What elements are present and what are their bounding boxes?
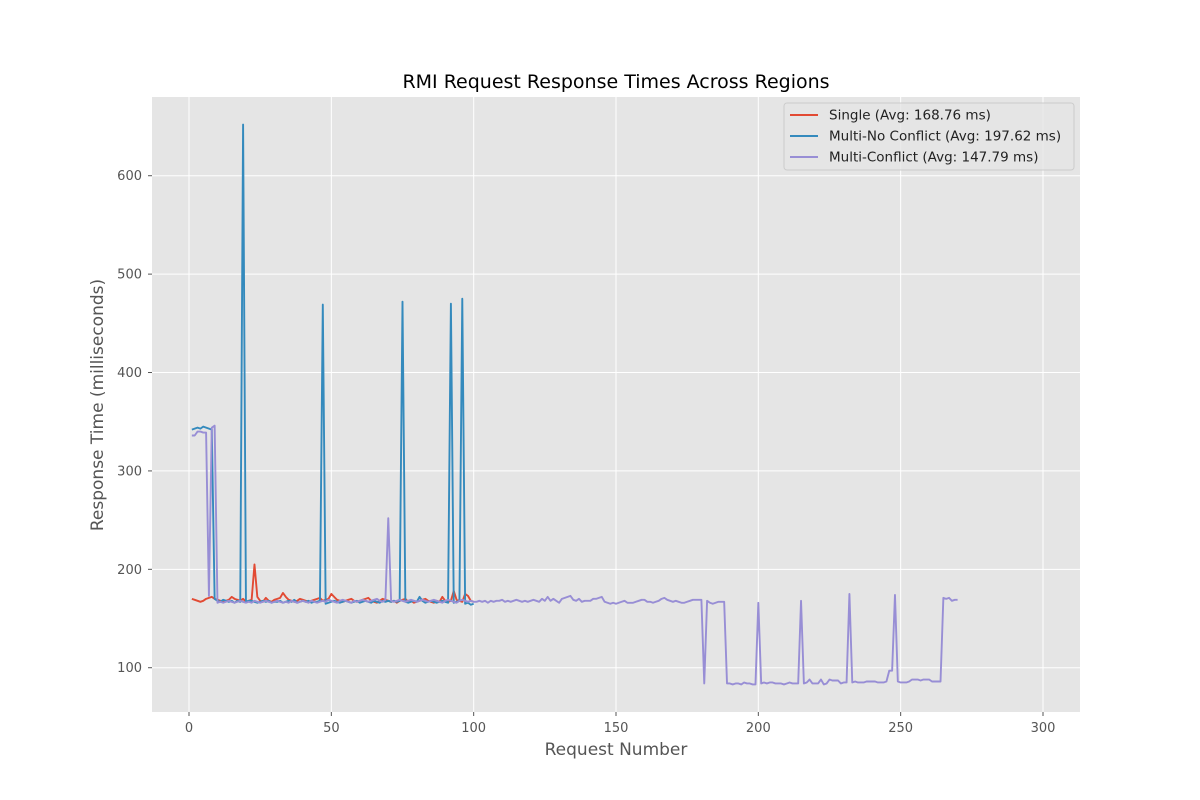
chart-title: RMI Request Response Times Across Region… xyxy=(402,71,829,93)
x-tick-label: 0 xyxy=(185,721,193,736)
y-tick-label: 500 xyxy=(117,268,142,283)
legend-entry: Multi-No Conflict (Avg: 197.62 ms) xyxy=(829,129,1061,145)
y-tick-label: 600 xyxy=(117,169,142,184)
legend: Single (Avg: 168.76 ms) Multi-No Conflict… xyxy=(783,102,1075,171)
grid-lines xyxy=(152,97,1080,712)
x-tick-label: 250 xyxy=(888,721,913,736)
series-layer xyxy=(191,123,958,686)
x-tick-label: 200 xyxy=(746,721,771,736)
x-axis-ticks: 0 50 100 150 200 250 300 xyxy=(185,712,1056,736)
x-tick-label: 100 xyxy=(461,721,486,736)
x-tick-label: 300 xyxy=(1031,721,1056,736)
legend-entry: Multi-Conflict (Avg: 147.79 ms) xyxy=(829,150,1038,166)
legend-entry: Single (Avg: 168.76 ms) xyxy=(829,108,991,124)
y-tick-label: 100 xyxy=(117,661,142,676)
x-tick-label: 150 xyxy=(604,721,629,736)
y-tick-label: 400 xyxy=(117,366,142,381)
x-tick-label: 50 xyxy=(323,721,340,736)
y-tick-label: 300 xyxy=(117,464,142,479)
y-tick-label: 200 xyxy=(117,563,142,578)
series-line-3 xyxy=(191,424,958,686)
y-axis-ticks: 100 200 300 400 500 600 xyxy=(117,169,152,676)
x-axis-label: Request Number xyxy=(545,740,688,760)
y-axis-label: Response Time (milliseconds) xyxy=(88,279,108,531)
legend-box xyxy=(783,102,1075,171)
